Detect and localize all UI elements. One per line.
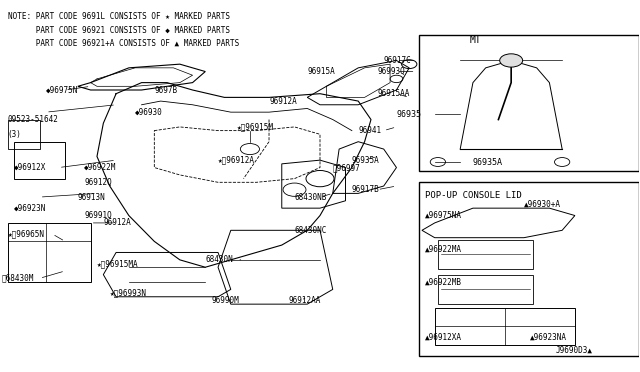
Text: ★‥96915MA: ★‥96915MA [97, 259, 139, 268]
Text: 96915AA: 96915AA [378, 89, 410, 98]
Text: 68430NB: 68430NB [294, 193, 327, 202]
Text: ★‥96912A: ★‥96912A [218, 155, 255, 165]
Text: 9697B: 9697B [154, 86, 177, 94]
Text: ★‥96993N: ★‥96993N [109, 289, 147, 298]
Bar [438, 275, 534, 304]
Text: NOTE: PART CODE 9691L CONSISTS OF ★ MARKED PARTS: NOTE: PART CODE 9691L CONSISTS OF ★ MARK… [8, 13, 230, 22]
Text: ◆96923N: ◆96923N [14, 203, 47, 213]
Circle shape [500, 54, 523, 67]
Bar [419, 182, 639, 356]
Bar [438, 240, 534, 269]
Text: ★‥96915M: ★‥96915M [237, 122, 274, 131]
Text: MT: MT [470, 35, 481, 45]
Text: 96993Q: 96993Q [378, 67, 405, 76]
Text: (3): (3) [8, 130, 22, 139]
Text: 96935A: 96935A [473, 157, 503, 167]
Text: 09523-51642: 09523-51642 [8, 115, 59, 124]
Text: 96917B: 96917B [352, 185, 380, 194]
Text: ▲96930+A: ▲96930+A [524, 200, 561, 209]
Text: PART CODE 96921+A CONSISTS OF ▲ MARKED PARTS: PART CODE 96921+A CONSISTS OF ▲ MARKED P… [8, 38, 239, 47]
Text: 96990M: 96990M [212, 296, 239, 305]
Text: ◆96930: ◆96930 [135, 108, 163, 117]
Text: ★‥96965N: ★‥96965N [8, 230, 45, 238]
Text: J9690D3▲: J9690D3▲ [556, 346, 593, 355]
Text: ▲96922MA: ▲96922MA [425, 244, 462, 253]
Bar [419, 35, 639, 171]
Text: 96991Q: 96991Q [84, 211, 112, 220]
Text: 68430NC: 68430NC [294, 226, 327, 235]
Text: 96917C: 96917C [384, 56, 412, 65]
Text: 96915A: 96915A [307, 67, 335, 76]
Text: 96912AA: 96912AA [288, 296, 321, 305]
Text: ▲96923NA: ▲96923NA [531, 333, 567, 342]
Text: POP-UP CONSOLE LID: POP-UP CONSOLE LID [425, 191, 522, 200]
Text: 96912Q: 96912Q [84, 178, 112, 187]
Text: ◆96975N: ◆96975N [46, 86, 78, 94]
Text: PART CODE 96921 CONSISTS OF ◆ MARKED PARTS: PART CODE 96921 CONSISTS OF ◆ MARKED PAR… [8, 25, 230, 34]
Text: 96912A: 96912A [103, 218, 131, 227]
Text: 96935: 96935 [397, 109, 422, 119]
Text: ▲96912XA: ▲96912XA [425, 333, 462, 342]
Text: 96935A: 96935A [352, 155, 380, 165]
Text: 96941: 96941 [358, 126, 381, 135]
Text: ▲96922MB: ▲96922MB [425, 278, 462, 286]
Text: 96912A: 96912A [269, 97, 297, 106]
Text: ‥96997: ‥96997 [333, 163, 360, 172]
Text: ◆96912X: ◆96912X [14, 163, 47, 172]
Text: 96913N: 96913N [78, 193, 106, 202]
Text: ◆96922M: ◆96922M [84, 163, 116, 172]
Text: ▲96975NA: ▲96975NA [425, 211, 462, 220]
Text: ‥68430M: ‥68430M [1, 274, 34, 283]
Text: 68430N: 68430N [205, 255, 233, 264]
